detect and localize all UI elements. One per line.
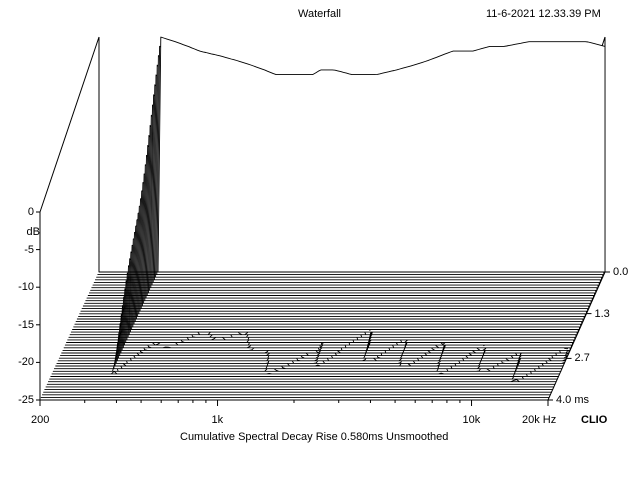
y-tick-label: 0 bbox=[27, 206, 34, 218]
y-tick-label: -20 bbox=[18, 356, 34, 369]
y-tick-label: -10 bbox=[18, 281, 34, 294]
y-axis-title: dB bbox=[26, 226, 40, 238]
decay-slices bbox=[39, 36, 606, 401]
x-tick-label: 200 bbox=[31, 414, 50, 426]
decay-slice bbox=[50, 363, 559, 377]
x-tick-label: 20k Hz bbox=[522, 414, 557, 426]
decay-slice bbox=[49, 371, 558, 380]
chart-caption: Cumulative Spectral Decay Rise 0.580ms U… bbox=[180, 431, 449, 443]
y-tick-label: -15 bbox=[18, 318, 34, 331]
z-tick-label: 0.0 bbox=[613, 266, 629, 278]
brand-logo: CLIO bbox=[581, 414, 608, 426]
decay-slice bbox=[52, 347, 562, 372]
decay-slice bbox=[53, 339, 563, 370]
z-tick-label: 4.0 ms bbox=[556, 394, 590, 406]
decay-slice bbox=[98, 36, 606, 273]
z-tick-label: 2.7 bbox=[574, 352, 590, 365]
decay-slice bbox=[47, 379, 557, 383]
y-tick-label: -25 bbox=[18, 394, 34, 406]
y-tick-label: -5 bbox=[24, 243, 34, 256]
chart-title: Waterfall bbox=[298, 8, 341, 20]
timestamp: 11-6-2021 12.33.39 PM bbox=[486, 8, 601, 20]
z-tick-label: 1.3 bbox=[594, 307, 610, 320]
decay-slice bbox=[51, 355, 561, 375]
x-tick-label: 1k bbox=[211, 414, 224, 426]
top-left-depth-edge bbox=[39, 36, 100, 213]
x-tick-label: 10k bbox=[462, 414, 481, 426]
